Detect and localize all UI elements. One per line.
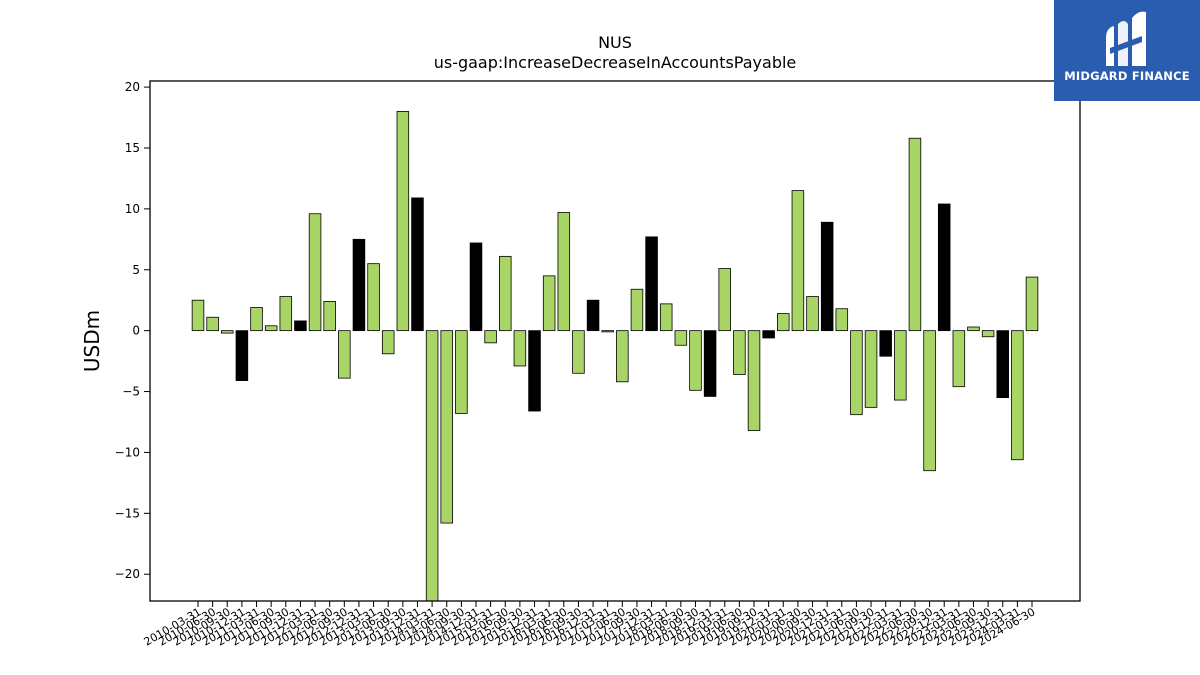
bar-2021-03-31 [835,308,849,332]
bar-2021-06-30 [850,330,863,416]
y-tick-label: 0 [132,324,140,338]
y-tick-label: −5 [122,385,140,399]
bar-2011-09-30 [279,296,293,332]
bar-2023-06-30 [967,326,980,332]
bar-2019-12-31 [762,330,775,339]
bar-2024-03-31 [1011,330,1024,461]
bar-2015-12-31 [528,330,541,412]
bar-2023-03-31 [952,330,966,388]
chart-title: NUS [598,33,632,52]
bar-2020-03-31 [777,313,790,332]
bar-2010-12-31 [235,330,249,381]
bars-group [191,111,1039,602]
bar-2019-03-31 [718,268,731,332]
bar-2013-06-30 [381,330,395,355]
bar-2011-03-31 [250,307,263,332]
x-ticks-group: 2010-03-312010-06-302010-09-302010-12-31… [142,601,1038,649]
y-tick-label: −10 [115,445,140,459]
bar-2018-12-31 [703,330,717,397]
bar-2017-06-30 [616,330,629,383]
bar-2018-03-31 [659,303,673,332]
bar-2011-06-30 [264,325,278,332]
bar-2010-09-30 [221,330,234,334]
bar-2015-06-30 [499,255,512,332]
y-ticks-group: −20 −15 −10 −5 0 5 10 15 20 [115,80,150,581]
bar-2013-09-30 [396,111,410,332]
bar-2013-03-31 [367,263,380,332]
y-tick-label: −20 [115,567,140,581]
brand-logo: MIDGARD FINANCE [1054,0,1200,101]
bar-2018-06-30 [674,330,688,346]
bar-2019-06-30 [733,330,746,375]
bar-2021-12-31 [879,330,892,357]
bar-2016-06-30 [557,212,571,332]
bar-2016-12-31 [586,299,600,332]
chart-subtitle: us-gaap:IncreaseDecreaseInAccountsPayabl… [434,53,797,72]
y-tick-label: 10 [125,202,140,216]
bar-2022-06-30 [908,137,922,332]
y-tick-label: −15 [115,506,140,520]
bar-2014-06-30 [440,330,453,524]
brand-mark-icon [1106,11,1146,67]
bar-2012-06-30 [323,301,336,332]
bar-2022-09-30 [923,330,936,472]
y-tick-label: 20 [125,80,140,94]
plot-frame [149,80,1081,602]
bar-2012-03-31 [308,213,322,332]
bar-2011-12-31 [294,320,307,332]
bar-2010-06-30 [206,316,219,332]
y-tick-label: 15 [125,141,140,155]
bar-2024-06-30 [1025,276,1039,332]
bar-2021-09-30 [864,330,878,408]
y-tick-label: 5 [132,263,140,277]
bar-2016-09-30 [572,330,585,374]
bar-2020-09-30 [806,296,819,332]
bar-2010-03-31 [191,299,205,332]
bar-2022-12-31 [937,203,951,332]
bar-2014-12-31 [469,242,483,332]
bar-2012-12-31 [352,238,366,332]
bar-2016-03-31 [542,275,556,332]
bar-2017-12-31 [645,236,658,332]
bar-2023-09-30 [981,330,995,338]
bar-2017-03-31 [601,330,614,333]
bar-2015-09-30 [513,330,527,367]
bar-2014-09-30 [455,330,468,414]
y-axis-label: USDm [80,310,104,372]
bar-2017-09-30 [630,288,644,332]
bar-2022-03-31 [894,330,907,401]
bar-2019-09-30 [747,330,761,431]
brand-name: MIDGARD FINANCE [1064,69,1190,83]
bar-2012-09-30 [338,330,351,379]
bar-2023-12-31 [996,330,1009,399]
bar-2020-06-30 [791,190,805,332]
bar-2018-09-30 [689,330,702,391]
bar-2013-12-31 [411,197,424,332]
bar-2014-03-31 [425,330,439,602]
bar-2015-03-31 [484,330,497,344]
bar-2020-12-31 [820,221,834,332]
